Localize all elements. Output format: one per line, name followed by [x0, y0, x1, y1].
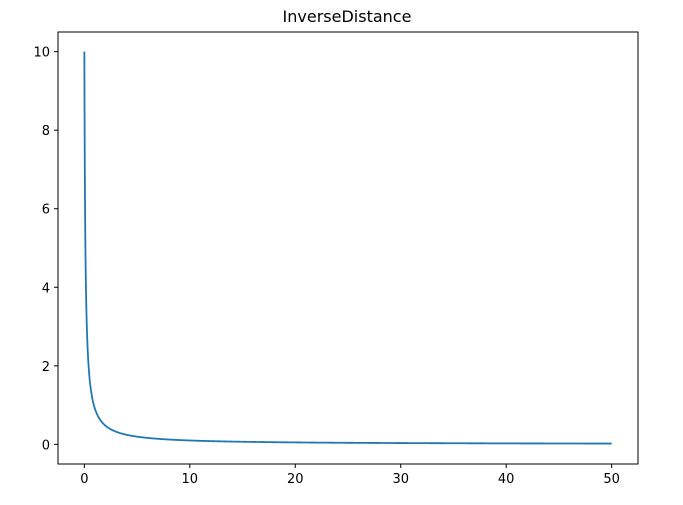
chart-title: InverseDistance	[283, 7, 412, 26]
y-tick-label-6: 6	[42, 203, 50, 218]
y-tick-label-8: 8	[42, 124, 50, 139]
axes-layer: 0 10 20 30 40 50 0 2 4 6 8 10	[33, 31, 639, 487]
series-line-0	[83, 50, 613, 445]
y-tick-label-0: 0	[42, 438, 50, 453]
axes-frame	[57, 31, 639, 465]
x-tick-label-10: 10	[182, 472, 199, 487]
x-tick-label-0: 0	[80, 472, 88, 487]
x-tick-label-40: 40	[498, 472, 515, 487]
plot-layer	[83, 50, 613, 445]
x-tick-label-30: 30	[392, 472, 409, 487]
x-tick-label-50: 50	[603, 472, 620, 487]
x-tick-label-20: 20	[287, 472, 304, 487]
y-tick-label-4: 4	[42, 281, 50, 296]
y-tick-label-2: 2	[42, 360, 50, 375]
y-tick-label-10: 10	[33, 46, 50, 61]
